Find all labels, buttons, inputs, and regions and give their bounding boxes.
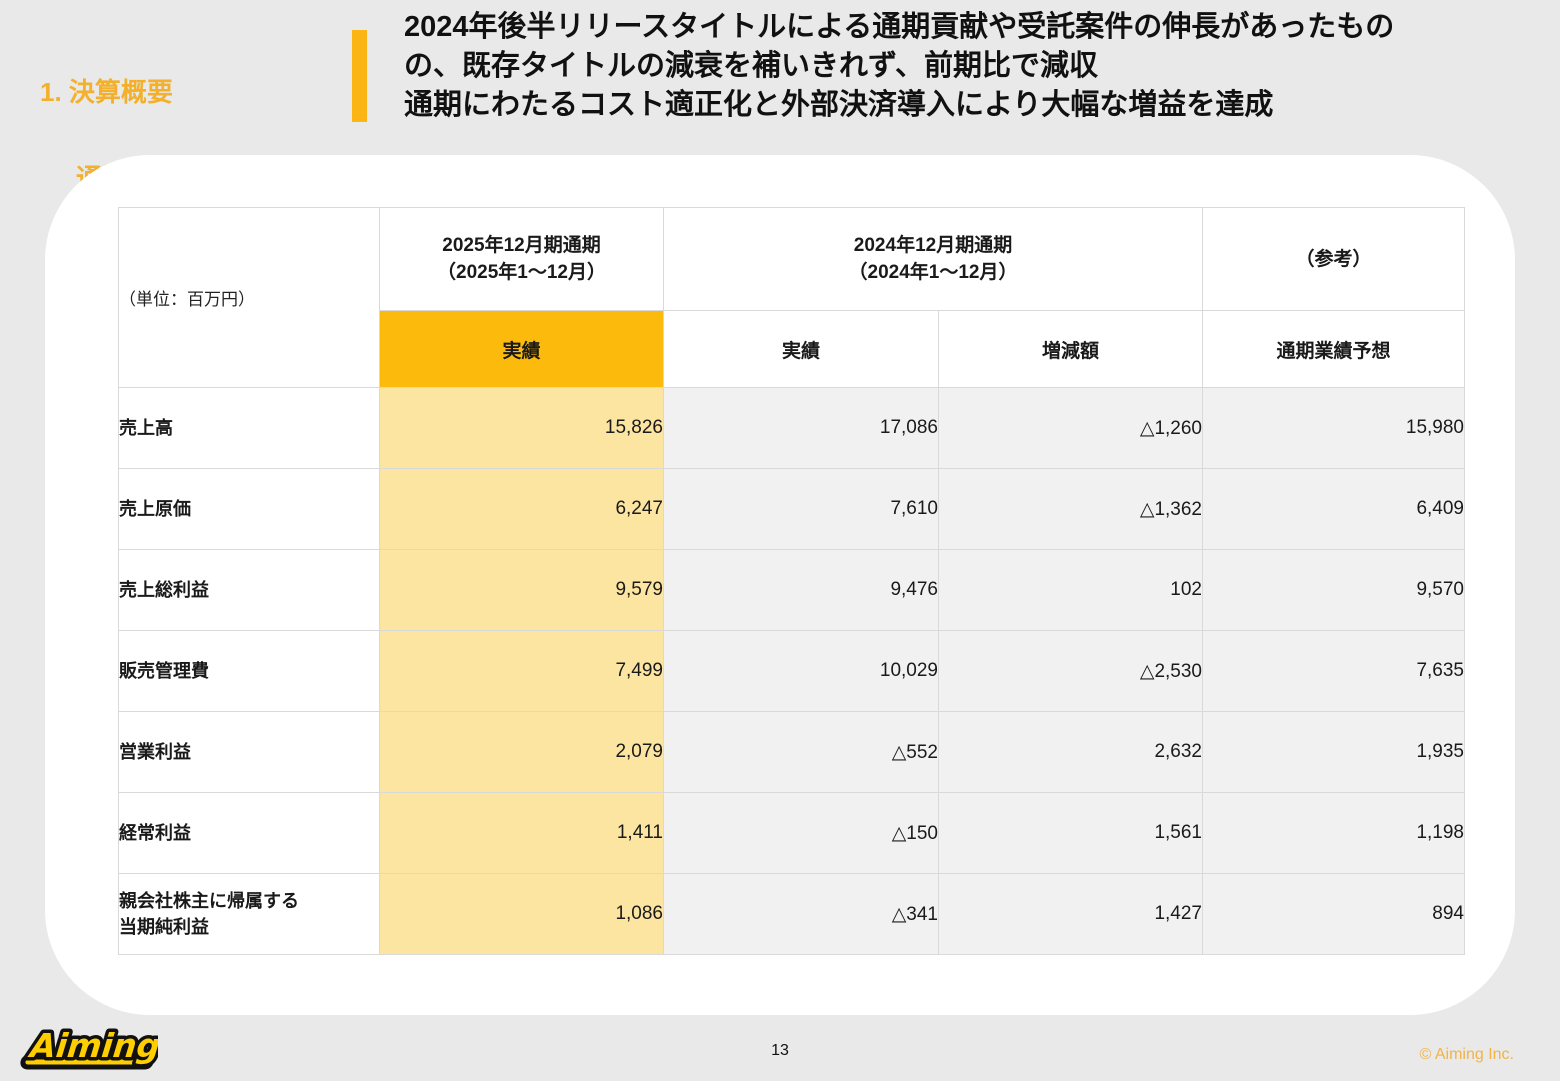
cell-forecast: 9,570	[1202, 549, 1465, 631]
cell-change: 1,561	[938, 792, 1203, 874]
cell-fy2024-actual: △552	[663, 711, 939, 793]
cell-fy2025-actual: 9,579	[379, 549, 664, 631]
cell-fy2024-actual: 9,476	[663, 549, 939, 631]
row-label: 親会社株主に帰属する 当期純利益	[118, 873, 380, 955]
row-label: 販売管理費	[118, 630, 380, 712]
row-label: 売上総利益	[118, 549, 380, 631]
table-row-net-profit: 親会社株主に帰属する 当期純利益 1,086 △341 1,427 894	[118, 873, 1465, 955]
header-row-subheaders: 実績 実績 増減額 通期業績予想	[119, 310, 1465, 388]
subheader-forecast: 通期業績予想	[1202, 310, 1465, 388]
cell-forecast: 1,198	[1202, 792, 1465, 874]
row-label: 営業利益	[118, 711, 380, 793]
cell-fy2024-actual: 10,029	[663, 630, 939, 712]
cell-fy2024-actual: 17,086	[663, 387, 939, 469]
aiming-logo-graphic: Aiming	[20, 1023, 166, 1070]
col-group-fy2024: 2024年12月期通期 （2024年1～12月）	[663, 207, 1203, 311]
table-row-net-sales: 売上高 15,826 17,086 △1,260 15,980	[118, 387, 1465, 469]
cell-change: △2,530	[938, 630, 1203, 712]
col-group-fy2025: 2025年12月期通期 （2025年1～12月）	[379, 207, 664, 311]
table-row-cost-of-sales: 売上原価 6,247 7,610 △1,362 6,409	[118, 468, 1465, 550]
financial-comparison-table: （単位：百万円） 2025年12月期通期 （2025年1～12月） 2024年1…	[118, 207, 1465, 955]
cell-change: △1,362	[938, 468, 1203, 550]
table-row-gross-profit: 売上総利益 9,579 9,476 102 9,570	[118, 549, 1465, 631]
unit-note: （単位：百万円）	[118, 207, 380, 388]
row-label: 売上高	[118, 387, 380, 469]
cell-change: 102	[938, 549, 1203, 631]
cell-fy2025-actual: 7,499	[379, 630, 664, 712]
cell-fy2024-actual: △341	[663, 873, 939, 955]
cell-fy2025-actual: 6,247	[379, 468, 664, 550]
cell-forecast: 1,935	[1202, 711, 1465, 793]
cell-fy2025-actual: 2,079	[379, 711, 664, 793]
row-label: 売上原価	[118, 468, 380, 550]
subheader-fy2024-actual: 実績	[663, 310, 939, 388]
cell-fy2025-actual: 1,086	[379, 873, 664, 955]
row-label: 経常利益	[118, 792, 380, 874]
cell-forecast: 15,980	[1202, 387, 1465, 469]
cell-change: 2,632	[938, 711, 1203, 793]
col-group-reference: （参考）	[1202, 207, 1465, 311]
accent-bar	[352, 30, 367, 122]
cell-change: 1,427	[938, 873, 1203, 955]
cell-forecast: 6,409	[1202, 468, 1465, 550]
section-title-line1: 1. 決算概要	[40, 77, 173, 107]
cell-forecast: 894	[1202, 873, 1465, 955]
cell-fy2025-actual: 1,411	[379, 792, 664, 874]
table-row-sga: 販売管理費 7,499 10,029 △2,530 7,635	[118, 630, 1465, 712]
table-row-ordinary-profit: 経常利益 1,411 △150 1,561 1,198	[118, 792, 1465, 874]
headline-text: 2024年後半リリースタイトルによる通期貢献や受託案件の伸長があったもの の、既…	[404, 11, 1395, 121]
cell-fy2025-actual: 15,826	[379, 387, 664, 469]
copyright-text: © Aiming Inc.	[1419, 1046, 1515, 1063]
page-number: 13	[771, 1042, 789, 1059]
cell-fy2024-actual: △150	[663, 792, 939, 874]
subheader-change: 増減額	[938, 310, 1203, 388]
aiming-logo: Aiming	[18, 1014, 166, 1081]
cell-fy2024-actual: 7,610	[663, 468, 939, 550]
subheader-fy2025-actual: 実績	[379, 310, 664, 388]
header-row-groups: （単位：百万円） 2025年12月期通期 （2025年1～12月） 2024年1…	[118, 207, 1465, 388]
table-row-operating-profit: 営業利益 2,079 △552 2,632 1,935	[118, 711, 1465, 793]
cell-change: △1,260	[938, 387, 1203, 469]
aiming-logo-text: Aiming	[26, 1026, 158, 1065]
cell-forecast: 7,635	[1202, 630, 1465, 712]
